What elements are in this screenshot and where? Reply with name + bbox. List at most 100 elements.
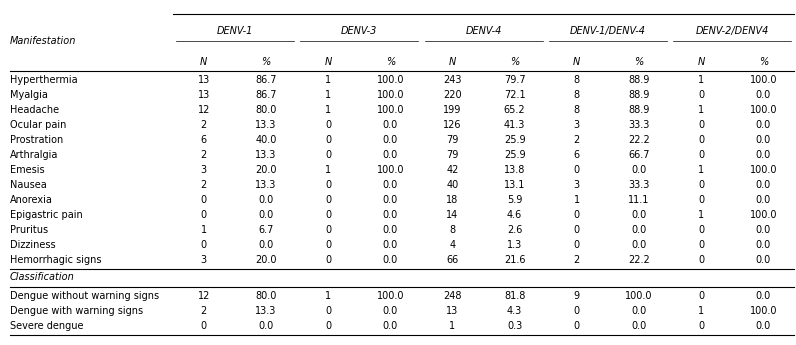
Text: 0: 0 [698,135,704,145]
Text: 0: 0 [574,321,579,331]
Text: 100.0: 100.0 [625,291,653,301]
Text: 0: 0 [201,210,207,220]
Text: 13: 13 [447,306,458,316]
Text: 0: 0 [698,240,704,250]
Text: 0.0: 0.0 [755,135,771,145]
Text: 6.7: 6.7 [258,225,274,235]
Text: 22.2: 22.2 [628,135,650,145]
Text: Dengue with warning signs: Dengue with warning signs [10,306,142,316]
Text: 33.3: 33.3 [628,180,650,190]
Text: 0.0: 0.0 [755,90,771,100]
Text: 126: 126 [443,120,462,130]
Text: 0: 0 [698,90,704,100]
Text: %: % [261,57,271,67]
Text: 1: 1 [574,195,579,205]
Text: N: N [325,57,332,67]
Text: Hemorrhagic signs: Hemorrhagic signs [10,255,101,265]
Text: 25.9: 25.9 [504,150,525,160]
Text: 13: 13 [197,75,210,85]
Text: 0: 0 [201,321,207,331]
Text: Epigastric pain: Epigastric pain [10,210,82,220]
Text: 8: 8 [450,225,455,235]
Text: 3: 3 [201,165,207,175]
Text: Arthralgia: Arthralgia [10,150,58,160]
Text: 220: 220 [443,90,462,100]
Text: 86.7: 86.7 [256,90,277,100]
Text: 0.0: 0.0 [383,306,398,316]
Text: 2: 2 [201,150,207,160]
Text: 2: 2 [574,255,580,265]
Text: 0.0: 0.0 [755,120,771,130]
Text: 100.0: 100.0 [377,105,404,115]
Text: 14: 14 [447,210,458,220]
Text: 0.0: 0.0 [631,225,646,235]
Text: 0.0: 0.0 [755,240,771,250]
Text: 0.0: 0.0 [755,180,771,190]
Text: 0: 0 [574,225,579,235]
Text: 0.0: 0.0 [383,210,398,220]
Text: 0: 0 [698,195,704,205]
Text: 1: 1 [201,225,207,235]
Text: Prostration: Prostration [10,135,63,145]
Text: 1: 1 [450,321,455,331]
Text: 0.0: 0.0 [631,306,646,316]
Text: 0: 0 [325,120,331,130]
Text: Pruritus: Pruritus [10,225,48,235]
Text: 0.0: 0.0 [383,255,398,265]
Text: 2: 2 [201,120,207,130]
Text: 12: 12 [197,105,210,115]
Text: 3: 3 [201,255,207,265]
Text: 0: 0 [325,210,331,220]
Text: Emesis: Emesis [10,165,44,175]
Text: 11.1: 11.1 [628,195,650,205]
Text: 100.0: 100.0 [750,210,777,220]
Text: 0.0: 0.0 [259,195,274,205]
Text: 0.0: 0.0 [383,135,398,145]
Text: 0: 0 [325,306,331,316]
Text: %: % [386,57,395,67]
Text: 21.6: 21.6 [504,255,525,265]
Text: 2: 2 [201,306,207,316]
Text: 88.9: 88.9 [628,90,650,100]
Text: 80.0: 80.0 [256,291,277,301]
Text: 8: 8 [574,75,579,85]
Text: 0: 0 [325,240,331,250]
Text: 2.6: 2.6 [507,225,522,235]
Text: 0.0: 0.0 [755,291,771,301]
Text: 0: 0 [698,291,704,301]
Text: 72.1: 72.1 [504,90,525,100]
Text: 0.0: 0.0 [383,150,398,160]
Text: 0.0: 0.0 [383,240,398,250]
Text: 88.9: 88.9 [628,75,650,85]
Text: 88.9: 88.9 [628,105,650,115]
Text: 1: 1 [698,306,704,316]
Text: 0: 0 [574,306,579,316]
Text: 243: 243 [443,75,462,85]
Text: 0.0: 0.0 [383,180,398,190]
Text: 0.0: 0.0 [259,210,274,220]
Text: 40: 40 [447,180,458,190]
Text: 42: 42 [447,165,458,175]
Text: N: N [697,57,704,67]
Text: DENV-2/DENV4: DENV-2/DENV4 [696,26,769,36]
Text: 13.3: 13.3 [256,150,277,160]
Text: 66: 66 [447,255,458,265]
Text: 13.3: 13.3 [256,120,277,130]
Text: 0: 0 [698,255,704,265]
Text: 0.0: 0.0 [383,195,398,205]
Text: 0.0: 0.0 [755,255,771,265]
Text: 0: 0 [698,150,704,160]
Text: 13.3: 13.3 [256,306,277,316]
Text: 13: 13 [197,90,210,100]
Text: 1: 1 [698,75,704,85]
Text: 0.0: 0.0 [631,210,646,220]
Text: 100.0: 100.0 [377,75,404,85]
Text: Ocular pain: Ocular pain [10,120,66,130]
Text: 20.0: 20.0 [256,255,277,265]
Text: 0: 0 [574,165,579,175]
Text: 41.3: 41.3 [504,120,525,130]
Text: 1: 1 [325,291,331,301]
Text: 4.6: 4.6 [507,210,522,220]
Text: 0: 0 [201,240,207,250]
Text: Hyperthermia: Hyperthermia [10,75,77,85]
